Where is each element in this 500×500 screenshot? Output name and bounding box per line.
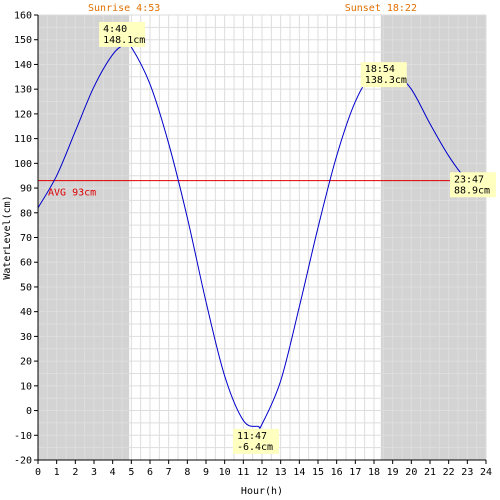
x-tick-label: 14 (293, 467, 305, 478)
y-tick-label: 150 (14, 35, 32, 46)
y-tick-label: 0 (26, 406, 32, 417)
x-tick-label: 10 (219, 467, 231, 478)
annotation-time: 11:47 (237, 431, 267, 442)
y-tick-label: 20 (20, 357, 32, 368)
y-tick-label: 40 (20, 307, 32, 318)
x-tick-label: 24 (480, 467, 492, 478)
x-tick-label: 3 (91, 467, 97, 478)
x-tick-label: 0 (35, 467, 41, 478)
y-tick-label: 110 (14, 134, 32, 145)
x-tick-label: 1 (54, 467, 60, 478)
annotation-time: 4:40 (103, 24, 127, 35)
avg-label: AVG 93cm (48, 188, 96, 199)
x-tick-label: 2 (72, 467, 78, 478)
x-tick-label: 12 (256, 467, 268, 478)
y-tick-label: -20 (14, 456, 32, 467)
y-axis-title: WaterLevel(cm) (2, 195, 13, 279)
y-tick-label: 50 (20, 282, 32, 293)
annotation-time: 23:47 (454, 174, 484, 185)
x-tick-label: 20 (405, 467, 417, 478)
grid-layer (37, 14, 487, 461)
annotation-box (99, 21, 146, 47)
x-tick-label: 18 (368, 467, 380, 478)
annotation-level: 138.3cm (365, 75, 407, 86)
y-tick-label: 140 (14, 60, 32, 71)
x-tick-label: 15 (312, 467, 324, 478)
x-tick-label: 17 (349, 467, 361, 478)
x-tick-label: 8 (184, 467, 190, 478)
axis-layer: 0 1 2 3 4 5 6 7 8 9 10 11 12 13 14 15 16 17 18 19 20 21 22 23 24… (14, 11, 492, 479)
x-tick-label: 21 (424, 467, 436, 478)
x-tick-label: 5 (128, 467, 134, 478)
sunrise-label: Sunrise 4:53 (88, 3, 160, 14)
y-tick-label: 160 (14, 11, 32, 22)
annotation-level: 88.9cm (454, 185, 490, 196)
x-tick-label: 19 (387, 467, 399, 478)
annotation-level: -6.4cm (237, 442, 273, 453)
x-axis-title: Hour(h) (241, 486, 283, 497)
x-tick-label: 13 (275, 467, 287, 478)
y-tick-label: 10 (20, 381, 32, 392)
extreme-annotation: 11:47-6.4cm (232, 428, 279, 454)
annotation-box (232, 428, 279, 454)
annotation-level: 148.1cm (103, 35, 145, 46)
x-tick-label: 11 (237, 467, 249, 478)
y-tick-label: 80 (20, 208, 32, 219)
x-tick-label: 9 (203, 467, 209, 478)
x-tick-label: 4 (110, 467, 116, 478)
y-tick-label: 120 (14, 109, 32, 120)
annotation-box (360, 62, 407, 88)
x-tick-label: 23 (461, 467, 473, 478)
y-tick-label: 100 (14, 159, 32, 170)
y-tick-label: 90 (20, 184, 32, 195)
x-tick-label: 7 (166, 467, 172, 478)
sunset-label: Sunset 18:22 (345, 3, 417, 14)
y-tick-label: 30 (20, 332, 32, 343)
annotation-box (449, 172, 496, 198)
y-tick-label: -10 (14, 431, 32, 442)
annotation-time: 18:54 (365, 64, 395, 75)
y-tick-label: 130 (14, 85, 32, 96)
x-tick-label: 22 (443, 467, 455, 478)
y-tick-label: 70 (20, 233, 32, 244)
x-tick-label: 6 (147, 467, 153, 478)
x-tick-label: 16 (331, 467, 343, 478)
y-tick-label: 60 (20, 258, 32, 269)
